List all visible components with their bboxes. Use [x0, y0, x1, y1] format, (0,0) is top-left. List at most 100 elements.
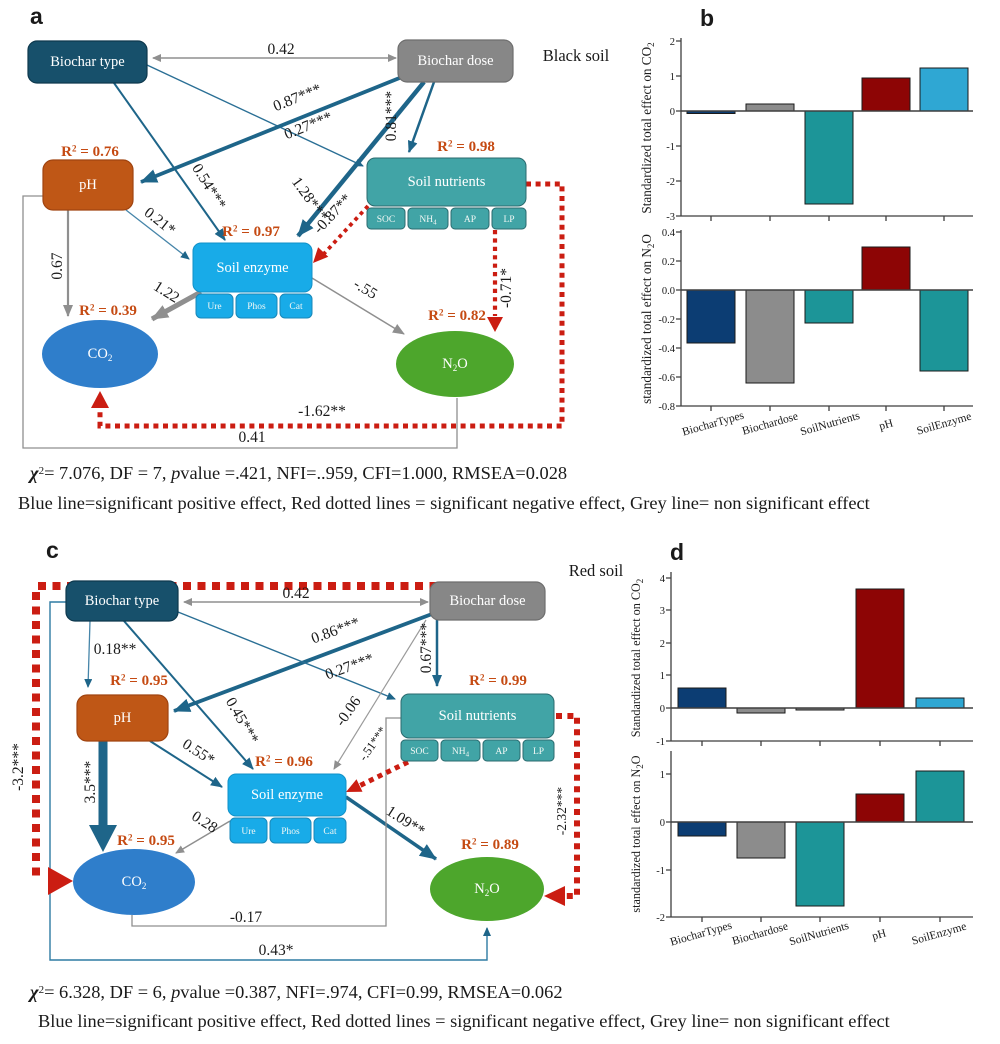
svg-text:Biochardose: Biochardose — [731, 920, 790, 947]
svg-text:-.51***: -.51*** — [356, 724, 390, 764]
svg-text:0.43*: 0.43* — [259, 942, 294, 959]
svg-text:Cat: Cat — [289, 302, 303, 312]
svg-text:SoilEnzyme: SoilEnzyme — [910, 921, 967, 948]
svg-text:b: b — [700, 5, 714, 31]
svg-text:3: 3 — [660, 606, 665, 617]
svg-text:Soil nutrients: Soil nutrients — [408, 174, 486, 190]
svg-text:AP: AP — [495, 747, 507, 757]
svg-text:0.67: 0.67 — [49, 252, 66, 279]
svg-text:R2 = 0.82: R2 = 0.82 — [428, 308, 486, 325]
svg-text:0.81***: 0.81*** — [383, 91, 400, 142]
svg-text:χ2= 7.076, DF = 7, pvalue =.42: χ2= 7.076, DF = 7, pvalue =.421, NFI=..9… — [27, 463, 567, 483]
svg-text:SOC: SOC — [410, 747, 428, 757]
svg-text:R2 = 0.95: R2 = 0.95 — [117, 833, 175, 850]
svg-text:SoilEnzyme: SoilEnzyme — [915, 411, 972, 438]
svg-text:Standardized total effect on C: Standardized total effect on CO2 — [639, 42, 656, 213]
svg-text:0: 0 — [660, 704, 665, 715]
svg-text:standardized total effect on N: standardized total effect on N2O — [629, 755, 645, 912]
svg-text:-2: -2 — [656, 913, 665, 924]
svg-text:SoilNutrients: SoilNutrients — [788, 920, 851, 949]
svg-text:Biochardose: Biochardose — [741, 410, 800, 437]
svg-text:R2 = 0.95: R2 = 0.95 — [110, 673, 168, 690]
svg-text:0.28: 0.28 — [188, 808, 220, 837]
svg-text:0.41: 0.41 — [238, 429, 265, 446]
svg-text:c: c — [46, 537, 59, 563]
svg-text:Blue line=significant positive: Blue line=significant positive effect, R… — [38, 1011, 890, 1031]
svg-text:pH: pH — [871, 927, 888, 942]
svg-text:LP: LP — [503, 215, 514, 225]
svg-text:Biochar type: Biochar type — [50, 54, 125, 70]
svg-text:d: d — [670, 539, 684, 565]
svg-text:0.0: 0.0 — [662, 286, 675, 297]
svg-text:CO2: CO2 — [88, 346, 113, 363]
svg-text:-3.2***: -3.2*** — [10, 743, 27, 791]
svg-text:SOC: SOC — [377, 215, 395, 225]
svg-text:CO2: CO2 — [122, 874, 147, 891]
svg-text:0.42: 0.42 — [267, 41, 294, 58]
svg-text:1: 1 — [660, 671, 665, 682]
svg-text:R2 = 0.98: R2 = 0.98 — [437, 139, 495, 156]
svg-text:BiocharTypes: BiocharTypes — [669, 919, 734, 948]
svg-text:2: 2 — [660, 639, 665, 650]
svg-text:1: 1 — [660, 770, 665, 781]
svg-text:Ure: Ure — [241, 827, 255, 837]
svg-text:Soil enzyme: Soil enzyme — [216, 260, 288, 276]
svg-text:Biochar dose: Biochar dose — [449, 593, 525, 609]
svg-text:0.54***: 0.54*** — [188, 161, 229, 213]
svg-text:Blue line=significant positive: Blue line=significant positive effect, R… — [18, 493, 870, 513]
svg-text:-2.32***: -2.32*** — [554, 787, 569, 836]
svg-text:-0.8: -0.8 — [658, 402, 675, 413]
svg-text:pH: pH — [878, 417, 895, 432]
svg-text:0.27***: 0.27*** — [323, 650, 376, 683]
svg-text:AP: AP — [464, 215, 476, 225]
svg-text:R2 = 0.99: R2 = 0.99 — [469, 673, 527, 690]
svg-text:R2 = 0.76: R2 = 0.76 — [61, 144, 119, 161]
svg-text:-1.62**: -1.62** — [298, 403, 346, 420]
svg-text:-0.4: -0.4 — [658, 344, 675, 355]
svg-text:0.2: 0.2 — [662, 257, 675, 268]
svg-text:Ure: Ure — [207, 302, 221, 312]
svg-text:0: 0 — [670, 107, 675, 118]
svg-text:Black soil: Black soil — [543, 46, 610, 65]
svg-text:SoilNutrients: SoilNutrients — [799, 410, 862, 439]
svg-text:R2 = 0.96: R2 = 0.96 — [255, 754, 313, 771]
svg-text:0.42: 0.42 — [282, 585, 309, 602]
svg-text:pH: pH — [114, 710, 132, 726]
svg-text:-0.71*: -0.71* — [498, 268, 515, 308]
svg-text:BiocharTypes: BiocharTypes — [681, 409, 746, 438]
svg-text:Biochar dose: Biochar dose — [417, 53, 493, 69]
svg-text:-.55: -.55 — [350, 276, 380, 303]
svg-text:Soil enzyme: Soil enzyme — [251, 787, 323, 803]
svg-text:χ2= 6.328, DF = 6, pvalue =0.3: χ2= 6.328, DF = 6, pvalue =0.387, NFI=.9… — [27, 982, 563, 1002]
svg-text:-2: -2 — [666, 177, 675, 188]
svg-text:4: 4 — [660, 574, 666, 585]
svg-text:Standardized total effect on C: Standardized total effect on CO2 — [629, 579, 645, 738]
svg-text:NH4: NH4 — [452, 747, 470, 759]
svg-text:0.67***: 0.67*** — [418, 623, 435, 674]
svg-text:0.21*: 0.21* — [141, 204, 179, 239]
svg-text:NH4: NH4 — [419, 215, 437, 227]
svg-text:LP: LP — [533, 747, 544, 757]
svg-text:-0.2: -0.2 — [658, 315, 675, 326]
svg-text:R2 = 0.89: R2 = 0.89 — [461, 837, 519, 854]
svg-text:standardized total effect on N: standardized total effect on N2O — [639, 234, 656, 404]
svg-text:-0.17: -0.17 — [230, 909, 263, 926]
svg-text:-0.6: -0.6 — [658, 373, 675, 384]
svg-text:2: 2 — [670, 37, 675, 48]
svg-text:Phos: Phos — [247, 302, 266, 312]
svg-text:R2 = 0.39: R2 = 0.39 — [79, 303, 137, 320]
svg-text:0: 0 — [660, 818, 665, 829]
svg-text:-0.06: -0.06 — [332, 693, 365, 729]
svg-text:Phos: Phos — [281, 827, 300, 837]
svg-text:0.4: 0.4 — [662, 228, 676, 239]
svg-text:N2O: N2O — [442, 356, 467, 373]
svg-text:Soil nutrients: Soil nutrients — [439, 708, 517, 724]
svg-text:a: a — [30, 3, 43, 29]
svg-text:1: 1 — [670, 72, 675, 83]
svg-text:-1: -1 — [666, 142, 675, 153]
svg-text:R2 = 0.97: R2 = 0.97 — [222, 224, 280, 241]
svg-text:N2O: N2O — [474, 881, 499, 898]
svg-text:Biochar type: Biochar type — [85, 593, 160, 609]
svg-text:3.5***: 3.5*** — [82, 760, 99, 803]
svg-text:-3: -3 — [666, 212, 675, 223]
